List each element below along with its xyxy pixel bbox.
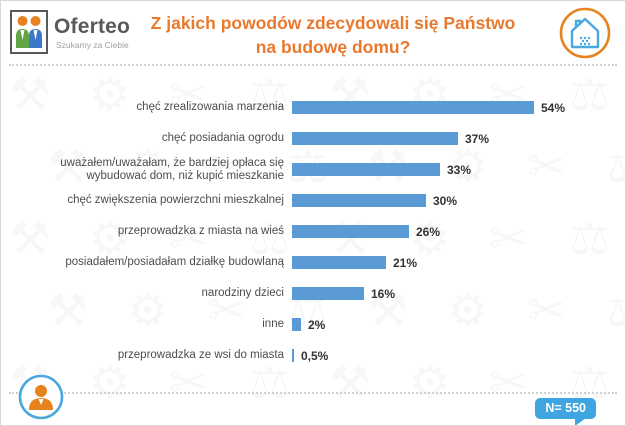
bar [292, 349, 294, 362]
oferteo-logo: Oferteo Szukamy za Ciebie [10, 10, 130, 54]
category-label: przeprowadzka ze wsi do miasta [117, 349, 284, 361]
category-label: chęć zrealizowania marzenia [136, 101, 284, 113]
house-icon [559, 7, 611, 59]
value-label: 2% [308, 317, 326, 332]
oferteo-logo-text: Oferteo Szukamy za Ciebie [54, 10, 130, 50]
chart-row: chęć posiadania ogrodu 37% [11, 123, 619, 154]
value-label: 21% [393, 255, 418, 270]
bar [292, 132, 458, 145]
bar [292, 101, 534, 114]
value-label: 30% [433, 193, 458, 208]
category-label: narodziny dzieci [201, 287, 284, 299]
bar [292, 194, 426, 207]
value-label: 0,5% [301, 348, 329, 363]
chart-row: chęć zrealizowania marzenia 54% [11, 92, 619, 123]
chart-row: narodziny dzieci 16% [11, 278, 619, 309]
bar-area: 21% [292, 256, 619, 270]
category-label: posiadałem/posiadałam działkę budowlaną [65, 256, 284, 268]
bar [292, 256, 386, 269]
chart-row: uważałem/uważałam, że bardziej opłaca si… [11, 154, 619, 185]
category-label: inne [262, 318, 284, 330]
bar-chart: chęć zrealizowania marzenia 54% chęć posia… [11, 92, 619, 371]
footer-divider [9, 392, 617, 394]
header-divider [9, 64, 617, 66]
category-label: chęć zwiększenia powierzchni mieszkalnej [67, 194, 284, 206]
oferteo-logo-icon [10, 10, 48, 54]
bar-area: 2% [292, 318, 619, 332]
value-label: 26% [416, 224, 441, 239]
header: Oferteo Szukamy za Ciebie Z jakich powod… [1, 1, 625, 64]
bar [292, 318, 301, 331]
logo-brand: Oferteo [54, 15, 131, 38]
chart-row: posiadałem/posiadałam działkę budowlaną 2… [11, 247, 619, 278]
value-label: 37% [465, 131, 490, 146]
chart-row: przeprowadzka ze wsi do miasta 0,5% [11, 340, 619, 371]
page-title-line1: Z jakich powodów zdecydowali się Państwo [150, 13, 516, 33]
chart-row: chęć zwiększenia powierzchni mieszkalnej… [11, 185, 619, 216]
bar-area: 26% [292, 225, 619, 239]
bar-area: 37% [292, 132, 619, 146]
chart-row: przeprowadzka z miasta na wieś 26% [11, 216, 619, 247]
category-label: chęć posiadania ogrodu [161, 132, 284, 144]
bar [292, 225, 409, 238]
bar [292, 163, 440, 176]
value-label: 54% [541, 100, 566, 115]
person-icon [18, 374, 64, 420]
page-title-line2: na budowę domu? [255, 37, 411, 57]
category-label: przeprowadzka z miasta na wieś [117, 225, 284, 237]
category-label: uważałem/uważałam, że bardziej opłaca si… [60, 156, 284, 182]
value-label: 33% [447, 162, 472, 177]
sample-size-badge: N= 550 [535, 398, 596, 425]
value-label: 16% [371, 286, 396, 301]
bar-area: 16% [292, 287, 619, 301]
bar-area: 33% [292, 163, 619, 177]
bar-area: 0,5% [292, 349, 619, 363]
chart-row: inne 2% [11, 309, 619, 340]
bar-area: 30% [292, 194, 619, 208]
logo-tagline: Szukamy za Ciebie [56, 40, 129, 50]
page-title: Z jakich powodów zdecydowali się Państwo… [113, 11, 553, 59]
bar [292, 287, 364, 300]
bar-area: 54% [292, 101, 619, 115]
